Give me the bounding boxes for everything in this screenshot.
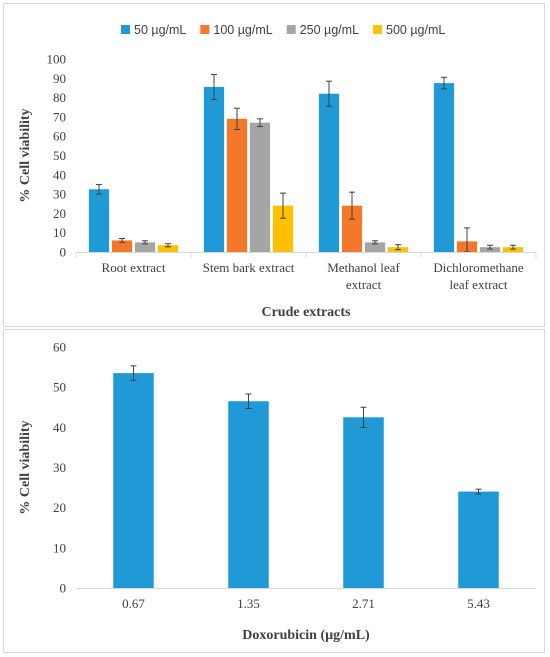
legend-label: 100 µg/mL: [213, 23, 272, 37]
legend-swatch: [286, 25, 296, 34]
y-tick-label: 0: [60, 581, 67, 596]
legend-swatch: [200, 25, 210, 34]
y-tick-label: 60: [53, 129, 66, 144]
y-tick-label: 30: [53, 187, 66, 202]
x-tick-label: 0.67: [122, 596, 145, 611]
x-tick-label: 1.35: [237, 596, 260, 611]
chart-panel-crude-extracts: 0 10 20 30 40 50 60 70 80 90 100 Root extract Stem b…: [3, 3, 545, 327]
chart-panel-doxorubicin: 0 10 20 30 40 50 60 0.67 1.35 2.71 5.43 Doxorubicin…: [3, 329, 545, 653]
doxorubicin-bar-chart: 0 10 20 30 40 50 60 0.67 1.35 2.71 5.43 Doxorubicin…: [18, 340, 536, 643]
bar: [249, 122, 271, 252]
crude-extracts-bar-chart: 0 10 20 30 40 50 60 70 80 90 100 Root extract Stem b…: [18, 23, 537, 320]
x-tick-label: 5.43: [467, 596, 490, 611]
y-tick-label: 40: [53, 167, 66, 182]
y-tick-label: 20: [53, 500, 66, 515]
bar: [364, 242, 386, 252]
legend-swatch: [121, 25, 130, 34]
x-tick-label: Methanol leaf: [327, 260, 400, 275]
x-axis-title: Doxorubicin (µg/mL): [242, 628, 370, 643]
bar: [226, 118, 248, 252]
y-tick-label: 80: [53, 90, 66, 105]
y-tick-label: 50: [53, 148, 66, 163]
x-tick-label: Stem bark extract: [203, 260, 295, 275]
bar: [433, 83, 455, 252]
y-tick-label: 70: [53, 109, 66, 124]
bar: [318, 93, 340, 253]
y-tick-label: 10: [53, 225, 66, 240]
bar: [343, 417, 384, 588]
bar: [157, 245, 179, 252]
y-tick-label: 30: [53, 460, 66, 475]
y-tick-label: 20: [53, 206, 66, 221]
bar: [203, 86, 225, 252]
y-tick-label: 50: [53, 380, 66, 395]
y-axis-title: % Cell viability: [18, 108, 33, 202]
y-tick-label: 40: [53, 420, 66, 435]
x-tick-label: 2.71: [352, 596, 375, 611]
x-axis-title: Crude extracts: [261, 305, 351, 320]
x-tick-label: Root extract: [102, 260, 166, 275]
bar: [113, 373, 154, 588]
x-tick-label: leaf extract: [449, 277, 507, 292]
x-tick-label: Dichloromethane: [433, 260, 523, 275]
legend-label: 500 µg/mL: [386, 23, 445, 37]
y-tick-label: 100: [47, 52, 67, 67]
bar: [341, 205, 363, 252]
y-tick-label: 10: [53, 540, 66, 555]
y-tick-label: 60: [53, 340, 66, 355]
bar: [228, 401, 269, 588]
bar: [272, 205, 294, 252]
legend-label: 250 µg/mL: [300, 23, 359, 37]
bar: [111, 240, 133, 252]
y-tick-label: 90: [53, 71, 66, 86]
bar: [88, 189, 110, 252]
y-axis-title: % Cell viability: [18, 420, 33, 514]
bar: [134, 242, 156, 252]
x-tick-label: extract: [346, 277, 382, 292]
y-tick-label: 0: [60, 245, 67, 260]
legend-swatch: [373, 25, 383, 34]
legend-label: 50 µg/mL: [134, 23, 186, 37]
bar: [458, 491, 499, 588]
